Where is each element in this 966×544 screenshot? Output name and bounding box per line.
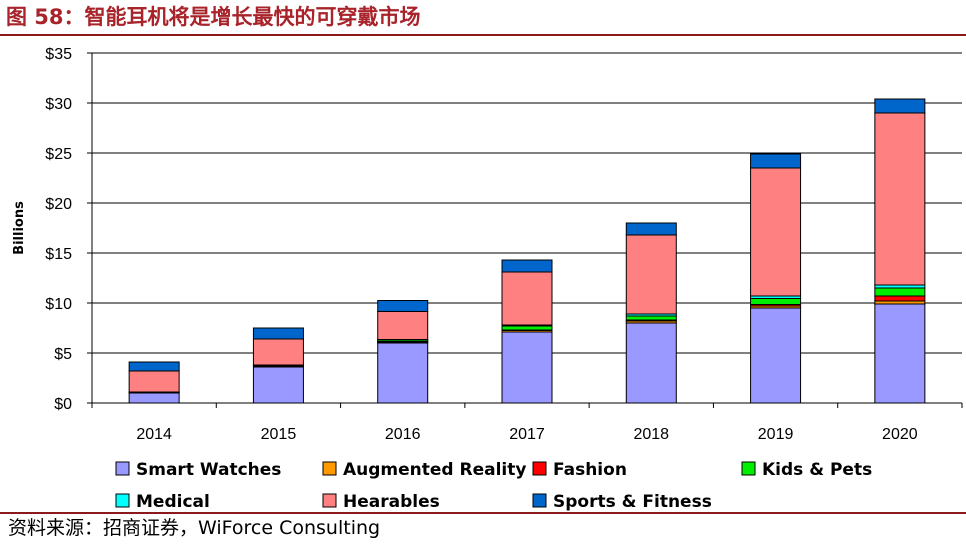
legend-label-medical: Medical xyxy=(136,492,210,512)
bar-smart-watches-2017 xyxy=(501,331,553,404)
y-tick-label: $0 xyxy=(54,396,72,413)
x-tick-label: 2015 xyxy=(261,426,297,443)
bar-kids-and-pets-2020 xyxy=(874,287,926,297)
x-tick-label: 2018 xyxy=(633,426,669,443)
bar-sports-and-fitness-2014 xyxy=(128,361,180,372)
figure-title: 图 58：智能耳机将是增长最快的可穿戴市场 xyxy=(6,5,421,29)
bar-sports-and-fitness-2019 xyxy=(750,153,802,169)
legend-swatch-smart-watches xyxy=(115,461,130,476)
bar-smart-watches-2018 xyxy=(625,322,677,404)
legend-label-sports-and-fitness: Sports & Fitness xyxy=(553,492,712,512)
bar-sports-and-fitness-2018 xyxy=(625,222,677,236)
y-tick-label: $15 xyxy=(45,246,72,263)
bar-hearables-2020 xyxy=(874,112,926,286)
bar-smart-watches-2014 xyxy=(128,392,180,404)
bar-kids-and-pets-2019 xyxy=(750,298,802,305)
source-divider xyxy=(0,512,966,514)
legend-label-smart-watches: Smart Watches xyxy=(136,460,281,480)
axes xyxy=(87,52,963,408)
bar-sports-and-fitness-2017 xyxy=(501,259,553,273)
x-tick-label: 2016 xyxy=(385,426,421,443)
title-divider xyxy=(0,34,966,36)
bar-smart-watches-2020 xyxy=(874,303,926,404)
y-tick-label: $35 xyxy=(45,46,72,63)
legend-label-fashion: Fashion xyxy=(553,460,627,480)
bar-hearables-2018 xyxy=(625,234,677,315)
y-tick-label: $10 xyxy=(45,296,72,313)
y-tick-label: $5 xyxy=(54,346,72,363)
y-tick-label: $30 xyxy=(45,96,72,113)
bar-kids-and-pets-2018 xyxy=(625,315,677,321)
bar-hearables-2019 xyxy=(750,167,802,297)
legend-label-kids-and-pets: Kids & Pets xyxy=(762,460,872,480)
y-tick-label: $20 xyxy=(45,196,72,213)
bar-fashion-2020 xyxy=(874,295,926,302)
y-tick-label: $25 xyxy=(45,146,72,163)
legend: Smart Watches Augmented Reality Fashion Kid… xyxy=(115,460,872,512)
tick-labels: $0 $5 $10 $15 $20 $25 $30 $35 2014 2015 2016 2017 20… xyxy=(45,46,917,443)
legend-label-hearables: Hearables xyxy=(343,492,440,512)
bar-hearables-2017 xyxy=(501,271,553,326)
stacked-bar-chart: $0 $5 $10 $15 $20 $25 $30 $35 2014 2015 2016 2017 20… xyxy=(12,46,963,512)
bar-kids-and-pets-2017 xyxy=(501,325,553,331)
gridlines xyxy=(92,52,962,354)
x-tick-label: 2019 xyxy=(758,426,794,443)
bar-hearables-2015 xyxy=(252,338,304,366)
bar-hearables-2016 xyxy=(377,311,429,340)
legend-swatch-sports-and-fitness xyxy=(532,493,547,508)
bar-smart-watches-2015 xyxy=(252,366,304,404)
legend-swatch-augmented-reality xyxy=(322,461,337,476)
legend-swatch-kids-and-pets xyxy=(741,461,756,476)
legend-label-augmented-reality: Augmented Reality xyxy=(343,460,526,480)
x-tick-label: 2017 xyxy=(509,426,545,443)
legend-swatch-medical xyxy=(115,493,130,508)
bar-smart-watches-2019 xyxy=(750,307,802,404)
y-axis-label: Billions xyxy=(12,201,27,255)
legend-swatch-hearables xyxy=(322,493,337,508)
bar-hearables-2014 xyxy=(128,370,180,393)
source-note: 资料来源：招商证券，WiForce Consulting xyxy=(8,517,381,539)
bar-smart-watches-2016 xyxy=(377,342,429,404)
bars xyxy=(128,98,926,404)
x-tick-label: 2020 xyxy=(882,426,918,443)
x-tick-label: 2014 xyxy=(136,426,172,443)
bar-sports-and-fitness-2015 xyxy=(252,327,304,340)
legend-swatch-fashion xyxy=(532,461,547,476)
bar-sports-and-fitness-2016 xyxy=(377,300,429,312)
bar-sports-and-fitness-2020 xyxy=(874,98,926,114)
